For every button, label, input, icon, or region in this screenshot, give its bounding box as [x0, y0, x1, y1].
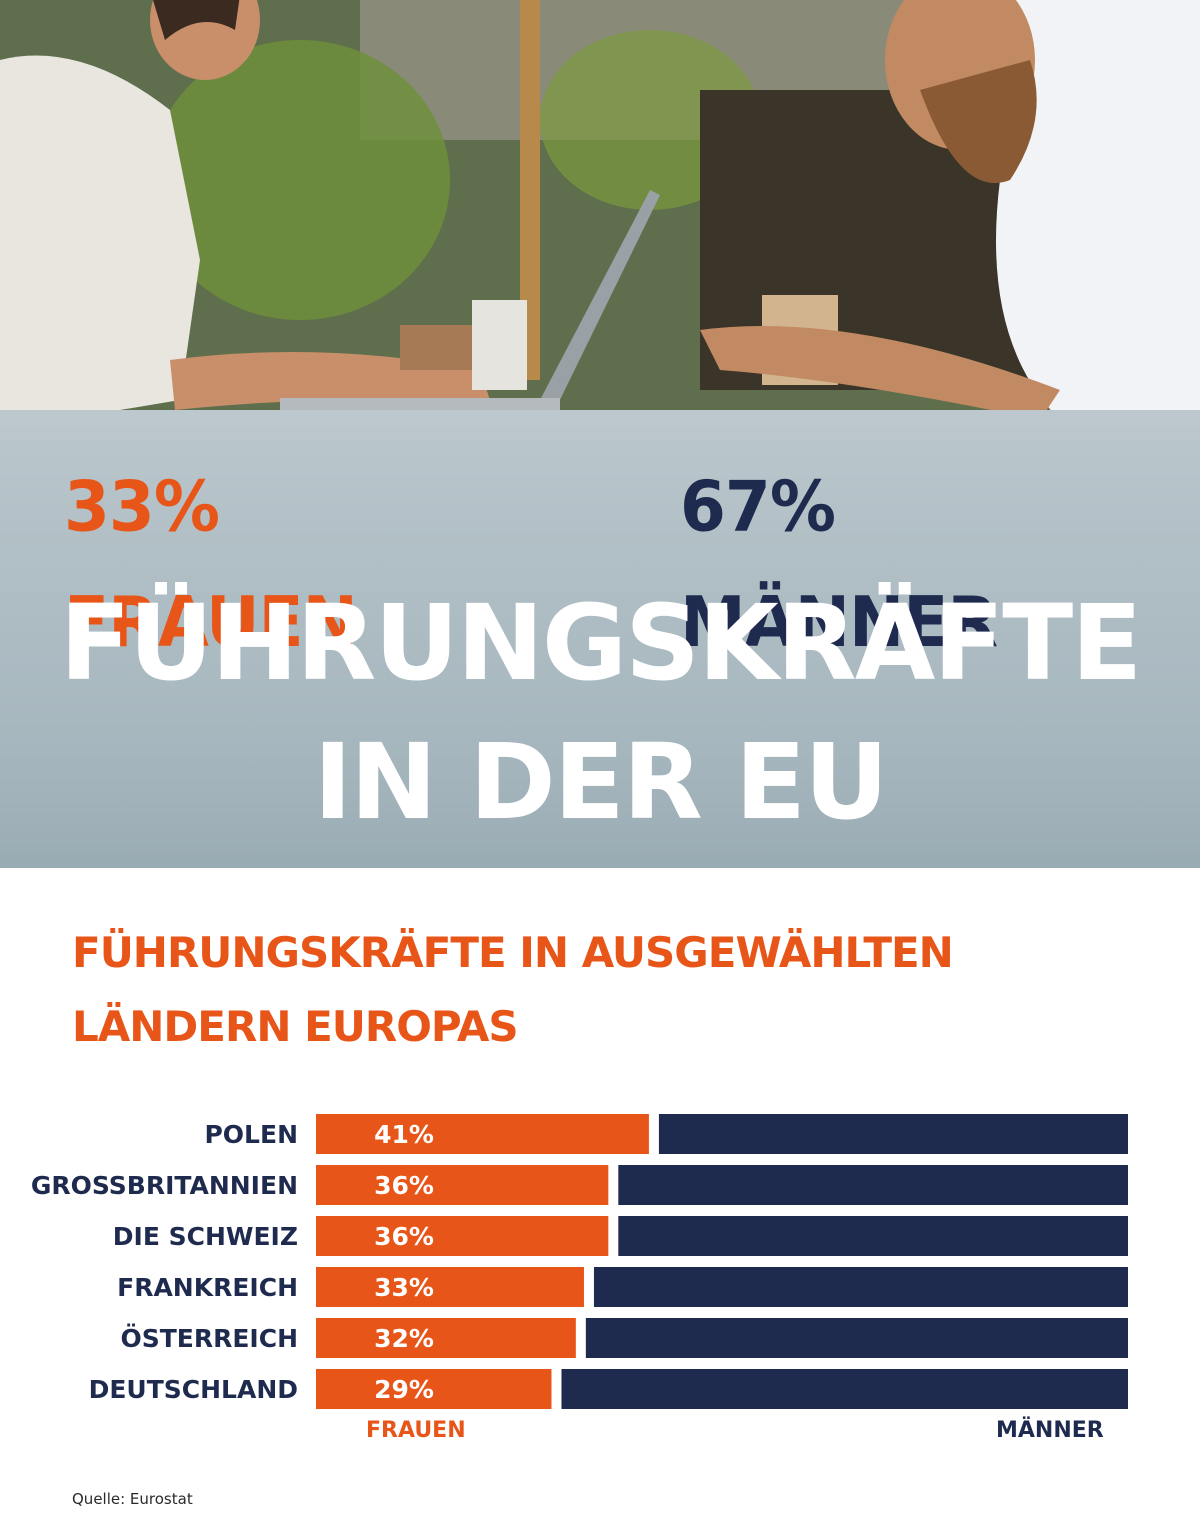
hero-photo-illustration [0, 0, 1200, 868]
stat-frauen: 33% FRAUEN [64, 466, 358, 663]
bar-maenner [618, 1216, 1128, 1256]
category-label: DEUTSCHLAND [89, 1375, 298, 1404]
photo-man-shirt [990, 0, 1200, 440]
category-label: GROSSBRITANNIEN [31, 1171, 298, 1200]
value-label-frauen: 29% [374, 1375, 434, 1404]
bar-frauen [316, 1369, 552, 1409]
hero-title-line2: IN DER EU [313, 721, 888, 843]
photo-woman [0, 55, 200, 431]
bar-frauen [316, 1216, 609, 1256]
bar-maenner [585, 1318, 1128, 1358]
photo-sugar-jar [472, 300, 527, 390]
value-label-frauen: 33% [374, 1273, 434, 1302]
value-label-frauen: 41% [374, 1120, 434, 1149]
value-label-frauen: 32% [374, 1324, 434, 1353]
legend-maenner: MÄNNER [996, 1418, 1104, 1443]
bar-frauen [316, 1267, 584, 1307]
photo-coffee-cup [400, 325, 475, 370]
photo-woman-hair [153, 0, 240, 40]
hero-image: 33% FRAUEN 67% MÄNNER FÜHRUNGSKRÄFTE IN … [0, 0, 1200, 868]
bar-maenner [618, 1165, 1128, 1205]
stacked-bar-chart: POLEN 41% GROSSBRITANNIEN 36% DIE SCHWEIZ 36%… [31, 1114, 1128, 1409]
bar-frauen [316, 1318, 576, 1358]
category-label: FRANKREICH [117, 1273, 298, 1302]
category-label: DIE SCHWEIZ [113, 1222, 298, 1251]
photo-foliage [150, 40, 450, 320]
value-label-frauen: 36% [374, 1222, 434, 1251]
photo-man-arm [700, 326, 1060, 420]
legend-frauen: FRAUEN [366, 1418, 466, 1443]
stat-maenner: 67% MÄNNER [680, 466, 998, 663]
category-label: ÖSTERREICH [120, 1323, 298, 1353]
chart-title-line2: LÄNDERN EUROPAS [72, 1002, 519, 1051]
bar-maenner [658, 1114, 1128, 1154]
bar-maenner [593, 1267, 1128, 1307]
photo-laptop-screen [540, 190, 660, 410]
value-label-frauen: 36% [374, 1171, 434, 1200]
photo-pole [520, 0, 540, 380]
category-label: POLEN [204, 1120, 298, 1149]
bar-frauen [316, 1165, 609, 1205]
hero-title-line1: FÜHRUNGSKRÄFTE [59, 582, 1143, 704]
chart-title-line1: FÜHRUNGSKRÄFTE IN AUSGEWÄHLTEN [72, 928, 954, 977]
bar-frauen [316, 1114, 649, 1154]
source-note: Quelle: Eurostat [72, 1490, 193, 1508]
photo-man-beard [920, 60, 1037, 184]
bar-maenner [561, 1369, 1128, 1409]
photo-table-shade [0, 410, 1200, 868]
